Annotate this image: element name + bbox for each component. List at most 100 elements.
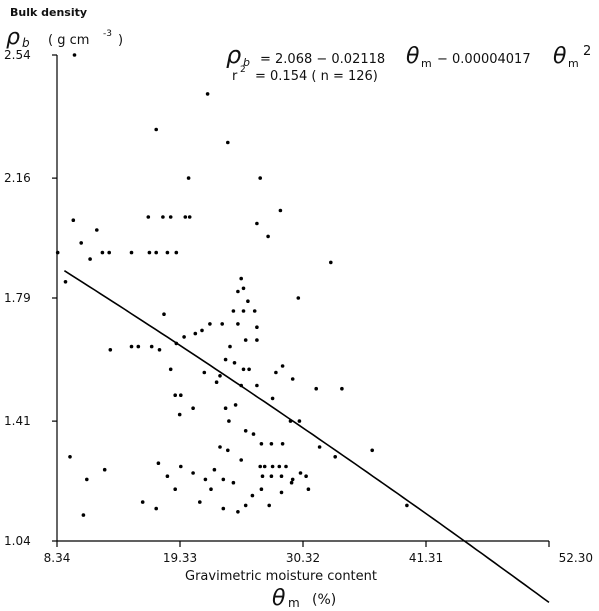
data-point — [296, 296, 301, 300]
data-point — [154, 127, 158, 132]
data-point — [239, 458, 243, 462]
data-point — [208, 322, 212, 326]
data-point — [140, 500, 145, 504]
data-point — [317, 445, 322, 449]
data-point — [102, 467, 107, 472]
data-point — [157, 348, 162, 352]
data-point — [156, 461, 161, 466]
data-point — [221, 506, 226, 511]
r2-value: = 0.154 ( n = 126) — [255, 69, 378, 84]
regression-equation: ρ b = 2.068 − 0.02118 θ m − 0.00004017 θ… — [226, 41, 591, 84]
data-point — [63, 280, 68, 284]
data-point — [136, 344, 141, 349]
data-point — [154, 250, 158, 255]
data-point — [174, 341, 179, 346]
data-point — [223, 406, 228, 411]
x-tick-label: 8.34 — [44, 551, 71, 565]
data-point — [333, 455, 338, 459]
data-point — [280, 442, 285, 446]
y-axis-unit-exponent: -3 — [103, 29, 112, 39]
data-point — [279, 474, 284, 479]
data-point — [218, 374, 222, 378]
data-point — [241, 309, 246, 313]
data-point — [279, 490, 284, 495]
data-point — [232, 361, 237, 365]
x-axis-symbol-subscript: m — [288, 596, 300, 610]
x-tick-label: 52.30 — [559, 551, 593, 565]
data-point — [236, 289, 240, 294]
data-point — [88, 257, 92, 261]
data-point — [146, 215, 151, 219]
data-point — [233, 403, 238, 407]
data-point — [187, 215, 192, 219]
data-point — [68, 455, 72, 459]
data-point — [241, 367, 246, 372]
data-point — [220, 322, 224, 326]
data-point — [221, 477, 226, 482]
data-point — [107, 250, 111, 255]
data-point — [239, 276, 243, 281]
data-point — [255, 325, 259, 330]
data-point — [370, 448, 375, 453]
data-point — [108, 348, 113, 352]
data-point — [258, 464, 263, 469]
data-point — [259, 487, 264, 492]
data-point — [251, 432, 256, 436]
data-point — [239, 383, 243, 388]
data-point — [202, 370, 207, 375]
data-point — [250, 493, 255, 498]
equation-theta-2-subscript: m — [568, 57, 579, 70]
x-ticks: 8.34 19.33 30.32 41.31 52.30 — [44, 541, 593, 565]
data-point — [288, 419, 293, 423]
x-axis-symbol: θ — [272, 586, 286, 611]
data-point — [290, 377, 295, 381]
data-point — [198, 500, 202, 504]
data-point — [55, 250, 60, 255]
y-axis-symbol: ρ — [6, 25, 20, 50]
data-point — [162, 312, 166, 317]
equation-square-exponent: 2 — [583, 44, 591, 59]
data-point — [284, 464, 288, 469]
data-point — [306, 487, 311, 492]
data-point — [209, 487, 213, 492]
data-point — [165, 250, 170, 255]
data-point — [259, 442, 264, 446]
data-point — [168, 367, 173, 372]
data-point — [269, 474, 274, 479]
data-point — [179, 393, 183, 398]
data-point — [168, 215, 173, 219]
data-point — [241, 286, 246, 291]
data-point — [186, 176, 191, 180]
data-point — [247, 367, 251, 372]
data-point — [236, 510, 240, 514]
data-point — [79, 241, 83, 245]
data-point — [255, 383, 259, 388]
y-tick-label: 1.04 — [4, 534, 31, 548]
x-tick-label: 41.31 — [409, 551, 443, 565]
equation-theta-1: θ — [406, 44, 420, 69]
data-point — [173, 487, 177, 492]
data-point — [95, 228, 99, 232]
data-point — [149, 344, 154, 349]
data-point — [200, 328, 204, 333]
data-point — [179, 464, 183, 469]
data-point — [173, 393, 177, 398]
y-tick-label: 1.41 — [4, 414, 31, 428]
data-point — [72, 53, 77, 57]
equation-lhs-symbol: ρ — [226, 41, 241, 69]
data-point — [243, 338, 248, 342]
data-point — [223, 357, 228, 362]
equation-lhs-subscript: b — [243, 56, 250, 69]
data-point — [280, 364, 285, 368]
x-axis-title: Gravimetric moisture content θ m (%) — [185, 569, 377, 611]
regression-curve — [63, 270, 550, 604]
data-point — [161, 215, 165, 219]
data-point — [270, 464, 275, 469]
x-tick-label: 30.32 — [286, 551, 320, 565]
data-point — [183, 215, 188, 219]
r2-exponent: 2 — [240, 65, 246, 75]
x-axis-title-text: Gravimetric moisture content — [185, 569, 377, 584]
x-axis-unit: (%) — [312, 592, 336, 608]
data-point — [174, 250, 179, 255]
data-point — [267, 503, 272, 508]
